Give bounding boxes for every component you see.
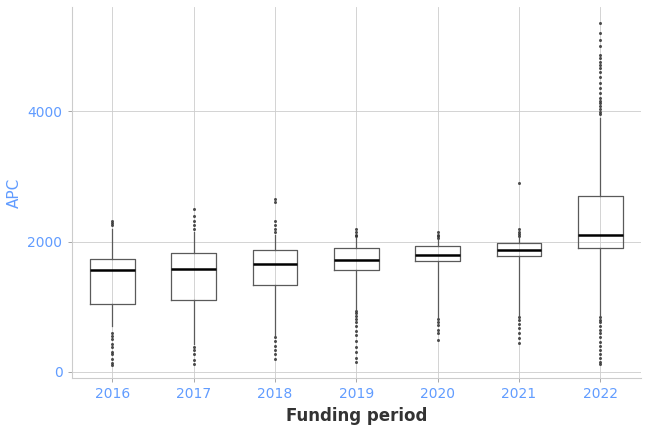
Y-axis label: APC: APC xyxy=(7,178,22,208)
X-axis label: Funding period: Funding period xyxy=(286,407,427,425)
